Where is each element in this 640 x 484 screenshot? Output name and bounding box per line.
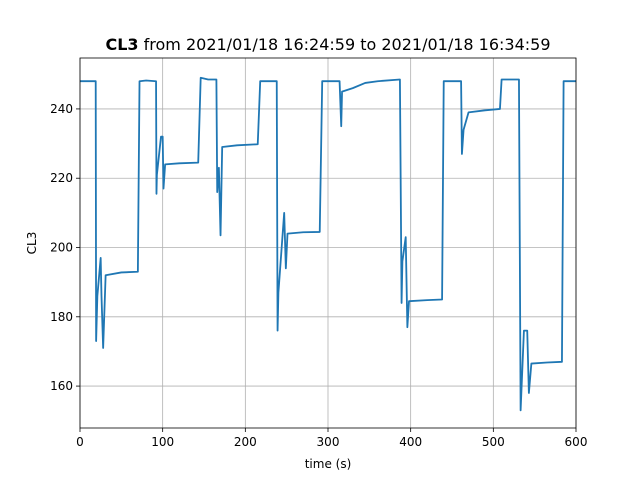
x-axis-label: time (s): [305, 457, 352, 471]
title-rest: from 2021/01/18 16:24:59 to 2021/01/18 1…: [144, 35, 551, 54]
x-tick-label: 300: [317, 435, 340, 449]
y-tick-label: 160: [50, 379, 73, 393]
plot-frame: [79, 57, 577, 429]
y-axis-label: CL3: [25, 232, 39, 255]
data-line: [80, 76, 576, 412]
x-tick-label: 400: [399, 435, 422, 449]
x-tick-label: 0: [76, 435, 84, 449]
title-bold: CL3: [105, 35, 138, 54]
x-tick-label: 500: [482, 435, 505, 449]
y-tick-label: 180: [50, 310, 73, 324]
y-tick-label: 200: [50, 241, 73, 255]
x-tick-label: 200: [234, 435, 257, 449]
chart-title: CL3 from 2021/01/18 16:24:59 to 2021/01/…: [105, 35, 550, 54]
x-tick-label: 100: [151, 435, 174, 449]
y-tick-label: 220: [50, 171, 73, 185]
x-tick-label: 600: [565, 435, 588, 449]
y-tick-label: 240: [50, 102, 73, 116]
